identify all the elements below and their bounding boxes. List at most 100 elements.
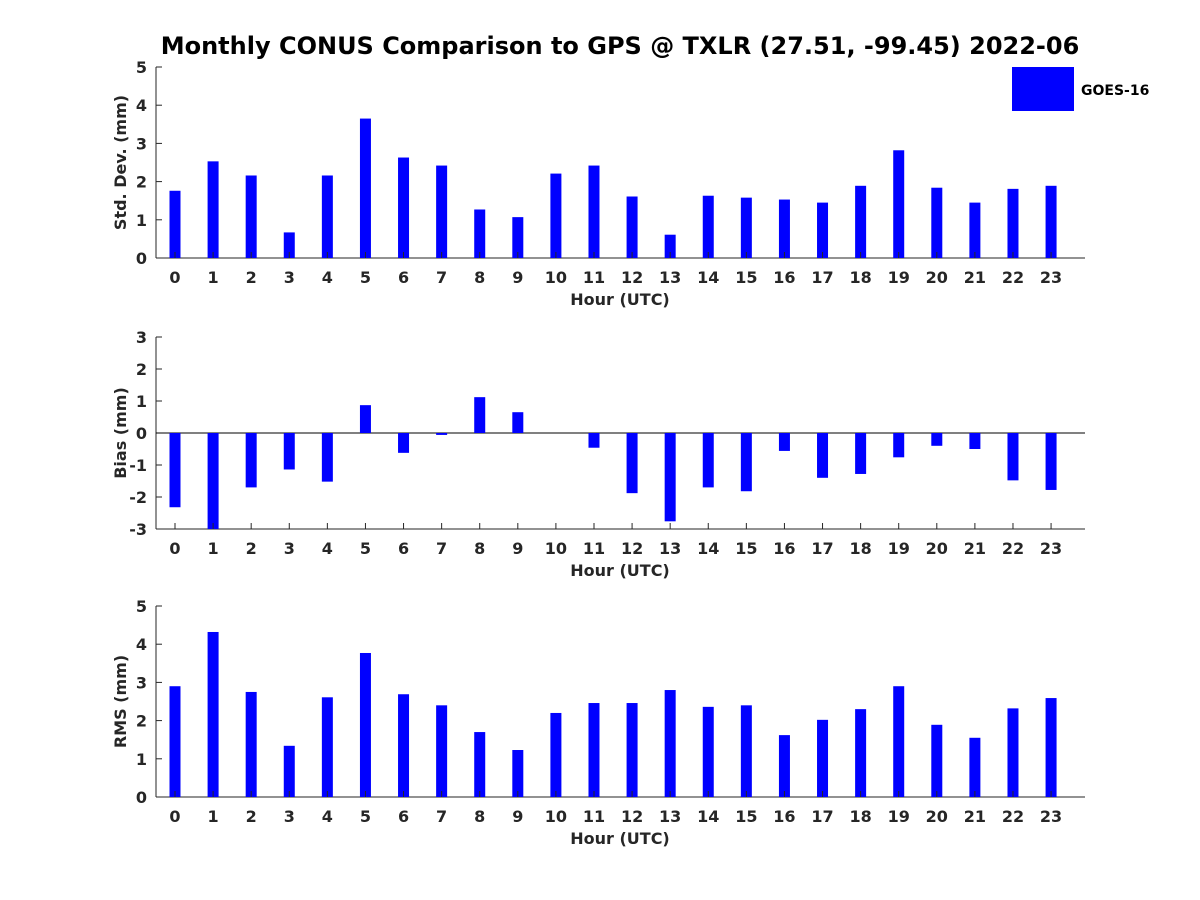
bias-y-tick-label: -1 (129, 456, 147, 475)
bias-x-tick-label: 5 (360, 539, 371, 558)
bias-x-tick-label: 18 (849, 539, 871, 558)
rms-bar (778, 735, 790, 797)
rms-y-tick-label: 1 (136, 750, 147, 769)
rms-x-tick-label: 18 (849, 807, 871, 826)
bias-x-tick-label: 0 (169, 539, 180, 558)
bias-x-tick-label: 22 (1002, 539, 1024, 558)
rms-x-tick-label: 4 (322, 807, 333, 826)
bias-bar (169, 433, 181, 508)
rms-bar (664, 690, 676, 797)
legend-swatch (1012, 67, 1074, 111)
rms-bar (855, 709, 867, 797)
bias-x-tick-label: 20 (926, 539, 948, 558)
std-bar (588, 165, 600, 258)
figure-title: Monthly CONUS Comparison to GPS @ TXLR (… (161, 32, 1080, 60)
bias-bar (207, 433, 219, 529)
std-x-tick-label: 23 (1040, 268, 1062, 287)
std-bar (664, 234, 676, 258)
std-bar (626, 196, 638, 258)
std-bar (550, 173, 562, 258)
std-x-tick-label: 14 (697, 268, 719, 287)
bias-x-tick-label: 9 (512, 539, 523, 558)
bias-bar (778, 433, 790, 451)
std-bar (436, 165, 448, 258)
rms-x-tick-label: 8 (474, 807, 485, 826)
bias-y-axis-label: Bias (mm) (111, 387, 130, 479)
std-x-tick-label: 8 (474, 268, 485, 287)
bias-bar (740, 433, 752, 492)
std-bar (1007, 188, 1019, 258)
bias-bar (664, 433, 676, 522)
bias-y-tick-label: 0 (136, 424, 147, 443)
rms-x-tick-label: 7 (436, 807, 447, 826)
rms-x-tick-label: 17 (811, 807, 833, 826)
rms-bar (245, 691, 257, 797)
std-x-tick-label: 19 (888, 268, 910, 287)
std-bar (740, 197, 752, 258)
std-x-tick-label: 10 (545, 268, 567, 287)
bias-x-tick-label: 2 (246, 539, 257, 558)
bias-bar (1045, 433, 1057, 490)
std-x-tick-label: 3 (284, 268, 295, 287)
std-x-tick-label: 4 (322, 268, 333, 287)
bias-x-tick-label: 1 (208, 539, 219, 558)
std-x-tick-label: 5 (360, 268, 371, 287)
legend: GOES-16 (1012, 67, 1149, 111)
bias-bar (398, 433, 410, 453)
rms-y-tick-label: 0 (136, 788, 147, 807)
bias-bar (588, 433, 600, 448)
rms-bar (169, 686, 181, 797)
rms-bar (207, 631, 219, 797)
rms-x-tick-label: 12 (621, 807, 643, 826)
std-y-tick-label: 1 (136, 211, 147, 230)
std-x-tick-label: 9 (512, 268, 523, 287)
bias-bar (1007, 433, 1019, 481)
bias-bar (321, 433, 333, 482)
bias-x-tick-label: 21 (964, 539, 986, 558)
bias-bar (359, 405, 371, 433)
bias-x-tick-label: 15 (735, 539, 757, 558)
std-bar (474, 209, 486, 258)
rms-x-tick-label: 9 (512, 807, 523, 826)
bias-x-tick-label: 19 (888, 539, 910, 558)
bias-y-tick-label: -3 (129, 520, 147, 539)
bias-y-tick-label: 2 (136, 360, 147, 379)
std-x-tick-label: 12 (621, 268, 643, 287)
std-bar (283, 232, 295, 258)
std-x-tick-label: 20 (926, 268, 948, 287)
std-bar (321, 175, 333, 258)
rms-bar (626, 703, 638, 797)
rms-bar (474, 732, 486, 797)
rms-x-tick-label: 3 (284, 807, 295, 826)
std-x-tick-label: 6 (398, 268, 409, 287)
bias-x-tick-label: 17 (811, 539, 833, 558)
std-x-tick-label: 17 (811, 268, 833, 287)
bias-y-tick-label: 1 (136, 392, 147, 411)
std-x-tick-label: 13 (659, 268, 681, 287)
rms-bar (931, 724, 943, 797)
bias-x-tick-label: 12 (621, 539, 643, 558)
std-x-tick-label: 21 (964, 268, 986, 287)
rms-y-tick-label: 2 (136, 712, 147, 731)
std-bar (169, 190, 181, 258)
rms-x-tick-label: 16 (773, 807, 795, 826)
rms-x-tick-label: 14 (697, 807, 719, 826)
std-x-tick-label: 16 (773, 268, 795, 287)
std-y-axis-label: Std. Dev. (mm) (111, 95, 130, 230)
std-x-tick-label: 0 (169, 268, 180, 287)
std-x-tick-label: 2 (246, 268, 257, 287)
std-x-tick-label: 7 (436, 268, 447, 287)
bias-bar (855, 433, 867, 474)
rms-x-tick-label: 21 (964, 807, 986, 826)
rms-bar (550, 712, 562, 797)
rms-bar (1045, 698, 1057, 797)
bias-bar (626, 433, 638, 494)
std-x-axis-label: Hour (UTC) (570, 290, 670, 309)
bias-bar (474, 397, 486, 433)
bias-bar (436, 433, 448, 435)
std-x-tick-label: 11 (583, 268, 605, 287)
bias-x-tick-label: 10 (545, 539, 567, 558)
